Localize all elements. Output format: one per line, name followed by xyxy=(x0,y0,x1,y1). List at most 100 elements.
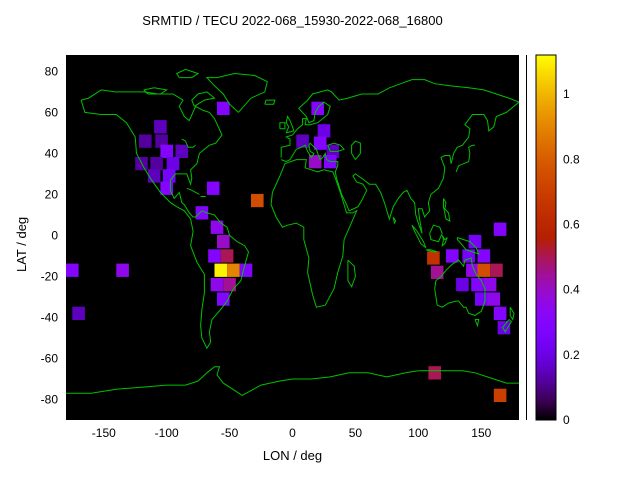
colorbar-gradient xyxy=(535,54,557,421)
heatmap-cell xyxy=(217,234,230,249)
coastline-path xyxy=(280,79,519,234)
colorbar-tick-label: 0.4 xyxy=(563,283,580,297)
y-tick-label: -20 xyxy=(41,270,59,284)
heatmap-cell xyxy=(475,292,488,306)
heatmap-cell xyxy=(227,263,240,277)
heatmap-cell xyxy=(477,249,491,263)
heatmap-cell xyxy=(162,169,176,183)
colorbar-tick-label: 1 xyxy=(563,87,570,101)
coastline-path xyxy=(327,142,345,152)
y-tick-label: 0 xyxy=(51,228,58,242)
coastline-path xyxy=(66,366,519,396)
colorbar-tick-label: 0 xyxy=(563,413,570,427)
heatmap-cell xyxy=(206,181,220,195)
heatmap-cell xyxy=(468,234,482,249)
heatmap-cell xyxy=(308,155,322,169)
heatmap-cell xyxy=(493,306,507,320)
heatmap-cell xyxy=(251,193,264,208)
heatmap-cell xyxy=(471,278,484,292)
x-axis-title: LON / deg xyxy=(262,448,323,463)
coastline-path xyxy=(80,89,250,350)
heatmap-cell xyxy=(116,263,129,277)
coastline-path xyxy=(191,91,216,107)
heatmap-cell xyxy=(456,278,469,292)
heatmap-cell xyxy=(497,321,511,335)
heatmap-cell xyxy=(214,263,228,277)
heatmap-cell xyxy=(150,157,163,171)
coastline-path xyxy=(264,99,276,105)
coastline-path xyxy=(205,72,268,113)
x-tick-label: -100 xyxy=(155,426,179,440)
heatmap-cell xyxy=(296,134,309,148)
heatmap-cell xyxy=(239,263,253,277)
heatmap-cell xyxy=(220,249,234,263)
x-tick-label: -50 xyxy=(221,426,239,440)
heatmap-cell xyxy=(490,263,503,277)
heatmap-cell xyxy=(155,134,168,148)
heatmap-cell xyxy=(210,220,224,234)
colorbar-tick-label: 0.2 xyxy=(563,348,580,362)
heatmap-cell xyxy=(427,251,440,265)
x-tick-label: 150 xyxy=(471,426,491,440)
coastline-path xyxy=(411,224,427,249)
y-tick-label: 60 xyxy=(45,105,59,119)
heatmap-cell xyxy=(210,278,224,292)
coastline-path xyxy=(441,235,448,247)
x-tick-label: 50 xyxy=(349,426,363,440)
coastline-path xyxy=(455,144,475,173)
heatmap-cell xyxy=(493,388,507,402)
heatmap-cell xyxy=(166,157,180,171)
heatmap-cell xyxy=(160,181,173,195)
heatmap-cell xyxy=(66,263,79,277)
coastline-path xyxy=(279,122,286,130)
coastline-path xyxy=(434,257,486,316)
heatmap-cell xyxy=(430,265,444,279)
coastline-path xyxy=(270,159,358,308)
x-tick-label: -150 xyxy=(92,426,116,440)
heatmap-cell xyxy=(160,144,173,158)
coastline-path xyxy=(443,198,451,223)
coastline-path xyxy=(501,319,513,333)
heatmap-cell xyxy=(217,101,230,115)
heatmap-cell xyxy=(147,169,161,183)
heatmap-cell xyxy=(428,366,441,380)
heatmap-cell xyxy=(317,124,331,138)
y-tick-label: 20 xyxy=(45,187,59,201)
colorbar-tick-label: 0.8 xyxy=(563,152,580,166)
heatmap-cell xyxy=(72,306,85,320)
heatmap-cell xyxy=(223,278,236,292)
x-tick-label: 100 xyxy=(408,426,428,440)
coastline-path xyxy=(175,68,200,79)
chart-title: SRMTID / TECU 2022-068_15930-2022-068_16… xyxy=(142,13,443,28)
coastline-path xyxy=(285,115,295,134)
y-tick-label: -60 xyxy=(41,352,59,366)
coastline-path xyxy=(143,87,169,95)
coastline-path xyxy=(429,224,443,243)
y-tick-label: -80 xyxy=(41,393,59,407)
coastline-path xyxy=(474,319,480,328)
coastline-path xyxy=(351,140,361,160)
heatmap-cell xyxy=(154,120,167,134)
coastline-path xyxy=(425,249,438,253)
heatmap-cell xyxy=(208,249,221,263)
heatmap-cell xyxy=(195,206,209,220)
heatmap-cell xyxy=(493,222,507,236)
y-tick-label: 80 xyxy=(45,64,59,78)
y-tick-label: -40 xyxy=(41,311,59,325)
heatmap-cell xyxy=(477,263,491,277)
heatmap-cell xyxy=(487,292,501,306)
heatmap-cell xyxy=(446,249,459,263)
coastline-path xyxy=(347,259,356,288)
coastline-path xyxy=(186,187,200,195)
heatmap-cell xyxy=(313,136,327,150)
coastline-path xyxy=(181,138,196,148)
colorbar-tick-label: 0.6 xyxy=(563,218,580,232)
heatmap-cell xyxy=(483,278,497,292)
y-tick-label: 40 xyxy=(45,146,59,160)
coastline-path xyxy=(456,237,480,255)
heatmap-cell xyxy=(175,144,189,158)
coastline-path xyxy=(392,216,397,225)
x-tick-label: 0 xyxy=(289,426,296,440)
